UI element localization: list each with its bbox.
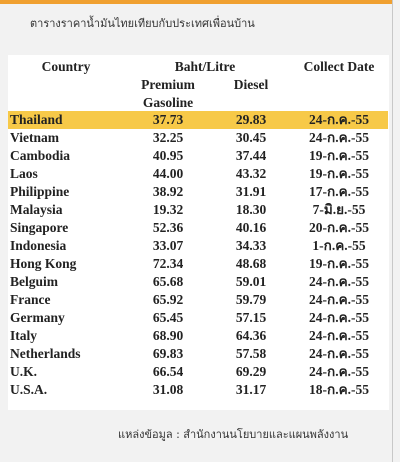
country: Italy (10, 328, 37, 343)
diesel-price: 29.83 (235, 112, 267, 127)
country: Hong Kong (10, 256, 77, 271)
collect-date: 1-ก.ค.-55 (312, 238, 366, 253)
premium-price: 72.34 (152, 256, 184, 271)
collect-date: 24-ก.ค.-55 (309, 112, 369, 127)
highlight-row (8, 111, 388, 129)
collect-date: 19-ก.ค.-55 (309, 166, 369, 181)
premium-price: 52.36 (152, 220, 184, 235)
diesel-price: 48.68 (235, 256, 267, 271)
country: Malaysia (10, 202, 63, 217)
header-date: Collect Date (303, 59, 375, 74)
collect-date: 24-ก.ค.-55 (309, 328, 369, 343)
premium-price: 65.68 (152, 274, 184, 289)
country: U.S.A. (10, 382, 48, 397)
premium-price: 40.95 (152, 148, 184, 163)
country: U.K. (10, 364, 37, 379)
country: Netherlands (10, 346, 81, 361)
diesel-price: 57.15 (235, 310, 267, 325)
header-premium: Premium Gasoline (141, 77, 195, 110)
premium-price: 33.07 (152, 238, 184, 253)
diesel-price: 69.29 (235, 364, 267, 379)
collect-date: 19-ก.ค.-55 (309, 148, 369, 163)
edge-line (392, 0, 393, 462)
premium-price: 68.90 (152, 328, 184, 343)
collect-date: 17-ก.ค.-55 (309, 184, 369, 199)
source: แหล่งข้อมูล : สำนักงานนโยบายและแผนพลังงา… (118, 428, 349, 441)
premium-price: 31.08 (152, 382, 184, 397)
country: Germany (10, 310, 65, 325)
collect-date: 7-มิ.ย.-55 (312, 202, 366, 217)
diesel-price: 59.01 (235, 274, 267, 289)
header-diesel: Diesel (233, 77, 269, 92)
subtitle: ตารางราคาน้ำมันไทยเทียบกับประเทศเพื่อนบ้… (30, 17, 255, 30)
premium-price: 66.54 (152, 364, 184, 379)
premium-price: 65.45 (152, 310, 184, 325)
premium-price: 69.83 (152, 346, 184, 361)
header-country: Country (41, 59, 91, 74)
collect-date: 24-ก.ค.-55 (309, 274, 369, 289)
country: France (10, 292, 51, 307)
diesel-price: 43.32 (235, 166, 267, 181)
country: Cambodia (10, 148, 71, 163)
diesel-price: 31.17 (235, 382, 267, 397)
premium-price: 38.92 (152, 184, 184, 199)
premium-price: 44.00 (152, 166, 184, 181)
diesel-price: 31.91 (235, 184, 267, 199)
diesel-price: 30.45 (235, 130, 267, 145)
top-bar (0, 0, 392, 4)
collect-date: 20-ก.ค.-55 (309, 220, 369, 235)
country: Vietnam (10, 130, 59, 145)
premium-price: 65.92 (152, 292, 184, 307)
diesel-price: 18.30 (235, 202, 267, 217)
diesel-price: 40.16 (235, 220, 267, 235)
collect-date: 24-ก.ค.-55 (309, 310, 369, 325)
premium-price: 32.25 (152, 130, 184, 145)
diesel-price: 57.58 (235, 346, 267, 361)
collect-date: 24-ก.ค.-55 (309, 292, 369, 307)
country: Indonesia (10, 238, 67, 253)
country: Thailand (10, 112, 63, 127)
collect-date: 24-ก.ค.-55 (309, 346, 369, 361)
diesel-price: 37.44 (235, 148, 267, 163)
collect-date: 18-ก.ค.-55 (309, 382, 369, 397)
diesel-price: 59.79 (235, 292, 267, 307)
country: Belguim (10, 274, 59, 289)
collect-date: 24-ก.ค.-55 (309, 130, 369, 145)
collect-date: 24-ก.ค.-55 (309, 364, 369, 379)
country: Philippine (10, 184, 70, 199)
country: Laos (10, 166, 38, 181)
premium-price: 37.73 (152, 112, 184, 127)
diesel-price: 64.36 (235, 328, 267, 343)
collect-date: 19-ก.ค.-55 (309, 256, 369, 271)
header-price: Baht/Litre (174, 59, 236, 74)
diesel-price: 34.33 (235, 238, 267, 253)
premium-price: 19.32 (152, 202, 184, 217)
country: Singapore (10, 220, 69, 235)
